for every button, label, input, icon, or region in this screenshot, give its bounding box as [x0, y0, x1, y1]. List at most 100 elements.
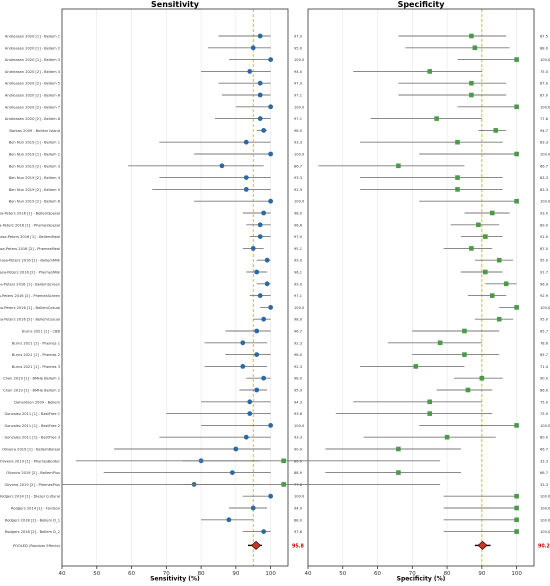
- sensitivity-value-label: 93.3: [294, 141, 302, 145]
- sensitivity-x-axis-label: Sensitivity (%): [150, 576, 200, 583]
- specificity-value-label: 100.0: [540, 58, 550, 62]
- sensitivity-value-label: 97.1: [294, 94, 302, 98]
- sensitivity-point: [257, 92, 263, 98]
- sensitivity-value-label: 96.6: [294, 223, 303, 227]
- specificity-value-label: 100.0: [540, 306, 550, 310]
- study-label: Brasa-Peters 2016 [2] - PhemesMeal: [0, 247, 60, 251]
- pooled-label: POOLED (Random Effects): [13, 544, 61, 548]
- specificity-value-label: 100.0: [540, 105, 550, 109]
- sensitivity-point: [257, 33, 263, 39]
- specificity-point: [455, 175, 460, 180]
- sensitivity-value-label: 95.9: [294, 389, 303, 393]
- sensitivity-value-label: 99.0: [294, 259, 303, 263]
- sensitivity-value-label: 97.0: [294, 235, 303, 239]
- sensitivity-panel: Sensitivity 97.0 Andreasen 2020 [1] - Bell…: [0, 0, 305, 583]
- study-label: Gonzalez 2011 [1] - BestFree 2: [4, 424, 60, 428]
- sensitivity-value-label: 100.0: [294, 153, 305, 157]
- specificity-value-label: 66.7: [540, 471, 548, 475]
- sensitivity-point: [247, 411, 253, 416]
- sensitivity-value-label: 98.0: [294, 212, 303, 216]
- specificity-point: [493, 128, 499, 133]
- sensitivity-x-tick-label: 60: [128, 571, 135, 577]
- study-label: Oliveira 2019 [1] - PhemesBorder: [0, 459, 61, 463]
- sensitivity-point: [243, 175, 249, 181]
- specificity-point: [427, 411, 432, 416]
- sensitivity-pooled-value: 95.8: [292, 543, 304, 549]
- specificity-value-label: 66.7: [540, 164, 548, 168]
- sensitivity-point: [268, 198, 274, 204]
- sensitivity-value-label: 100.0: [294, 424, 305, 428]
- sensitivity-point: [254, 387, 260, 393]
- specificity-value-label: 86.0: [540, 389, 549, 393]
- study-label: Chen 2019 [1] - BMHe Bellem 2: [3, 389, 60, 393]
- study-label: Brasa-Peters 2016 [2] - PhemesScreen: [0, 294, 60, 298]
- sensitivity-point: [257, 293, 263, 298]
- sensitivity-point: [226, 517, 232, 523]
- sensitivity-point: [247, 399, 253, 405]
- sensitivity-value-label: 92.3: [294, 341, 302, 345]
- sensitivity-point: [240, 364, 246, 369]
- specificity-value-label: 83.3: [540, 141, 548, 145]
- study-label: Andreasen 2020 [2] - Bellem 7: [5, 105, 60, 109]
- specificity-value-label: 87.0: [540, 94, 549, 98]
- specificity-point: [455, 139, 460, 145]
- specificity-value-label: 78.6: [540, 341, 549, 345]
- specificity-point: [434, 116, 439, 121]
- study-label: Ben Nun 2019 [2] - Bellem 6: [9, 200, 61, 204]
- specificity-point: [437, 340, 443, 346]
- sensitivity-x-tick-label: 50: [93, 571, 100, 577]
- sensitivity-x-tick-label: 70: [163, 571, 170, 577]
- sensitivity-value-label: 77.8: [294, 483, 303, 487]
- sensitivity-point: [261, 210, 267, 216]
- specificity-point: [469, 80, 474, 86]
- sensitivity-value-label: 96.7: [294, 330, 302, 334]
- sensitivity-point: [257, 234, 263, 240]
- sensitivity-value-label: 95.1: [294, 247, 302, 251]
- specificity-point: [514, 104, 519, 110]
- specificity-point: [514, 198, 519, 204]
- specificity-point: [514, 57, 519, 62]
- specificity-value-label: 85.7: [540, 353, 548, 357]
- study-label: Burns 2021 [1] - CBB: [22, 330, 60, 334]
- specificity-title: Specificity: [398, 0, 446, 9]
- specificity-point: [496, 257, 502, 263]
- sensitivity-value-label: 92.9: [294, 188, 303, 192]
- study-label: Rodgers 2018 [2] - Bellem D_2: [5, 530, 60, 534]
- specificity-value-label: 83.3: [540, 176, 548, 180]
- study-label: Burns 2021 [1] - Phemes 2: [12, 353, 60, 357]
- study-label: Brasa-Peters 2016 [1] - BellemMeal: [0, 235, 60, 239]
- sensitivity-value-label: 93.3: [294, 436, 302, 440]
- sensitivity-value-label: 98.0: [294, 377, 303, 381]
- specificity-point: [444, 434, 450, 440]
- study-label: Brasa-Peters 2016 [1] - BellemScreen: [0, 282, 60, 286]
- study-label: Andreasen 2020 [2] - Bellem 4: [5, 70, 61, 74]
- study-label: Andreasen 2020 [2] - Bellem 6: [5, 94, 61, 98]
- specificity-pooled-diamond: [477, 540, 488, 550]
- sensitivity-plot-frame: [61, 8, 289, 567]
- sensitivity-point: [261, 375, 267, 381]
- sensitivity-point: [268, 104, 274, 110]
- sensitivity-value-label: 99.0: [294, 282, 303, 286]
- specificity-value-label: 88.0: [540, 46, 549, 50]
- sensitivity-point: [268, 493, 274, 499]
- sensitivity-point: [250, 505, 256, 511]
- specificity-value-label: 100.0: [540, 153, 550, 157]
- specificity-value-label: 92.9: [540, 294, 549, 298]
- specificity-point: [462, 352, 467, 357]
- sensitivity-value-label: 98.0: [294, 129, 303, 133]
- sensitivity-value-label: 100.0: [294, 495, 305, 499]
- specificity-value-label: 33.3: [540, 459, 548, 463]
- study-label: Oliveira 2019 [2] - PhemesPlus: [5, 483, 61, 487]
- specificity-value-label: 83.3: [540, 188, 548, 192]
- specificity-value-label: 85.7: [540, 330, 548, 334]
- sensitivity-point: [257, 80, 263, 86]
- specificity-value-label: 95.0: [540, 318, 549, 322]
- sensitivity-value-label: 80.0: [294, 459, 303, 463]
- sensitivity-value-label: 96.0: [294, 353, 303, 357]
- sensitivity-point: [254, 352, 260, 357]
- study-label: Andreasen 2020 [2] - Bellem 5: [5, 82, 60, 86]
- specificity-x-tick-label: 70: [409, 571, 416, 577]
